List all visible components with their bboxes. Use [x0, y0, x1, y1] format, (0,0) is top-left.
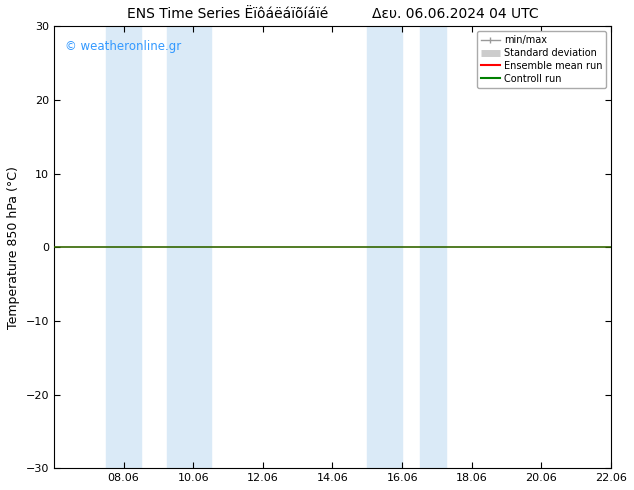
Bar: [106, 26, 141, 468]
Title: ENS Time Series Ëïôáëáïõíáïé          Δευ. 06.06.2024 04 UTC: ENS Time Series Ëïôáëáïõíáïé Δευ. 06.06.…: [127, 7, 538, 21]
Legend: min/max, Standard deviation, Ensemble mean run, Controll run: min/max, Standard deviation, Ensemble me…: [477, 31, 606, 88]
Bar: [420, 26, 446, 468]
Y-axis label: Temperature 850 hPa (°C): Temperature 850 hPa (°C): [7, 166, 20, 329]
Bar: [367, 26, 402, 468]
Text: © weatheronline.gr: © weatheronline.gr: [65, 40, 181, 52]
Bar: [167, 26, 210, 468]
